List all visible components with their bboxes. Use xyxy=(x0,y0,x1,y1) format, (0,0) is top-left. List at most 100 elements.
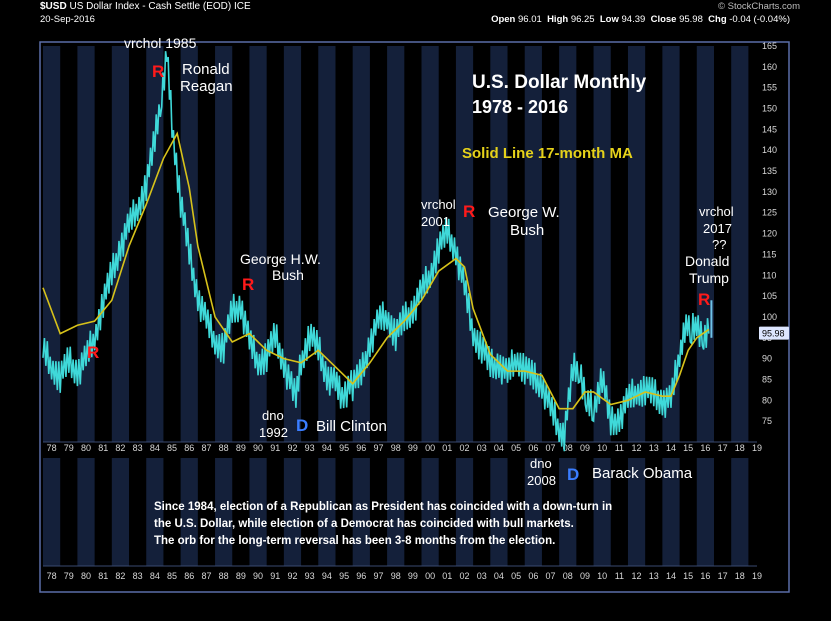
x-tick-label: 90 xyxy=(253,443,263,453)
x-tick-label: 04 xyxy=(494,443,504,453)
x-tick-label-lower: 84 xyxy=(150,571,160,581)
chart-border xyxy=(39,41,790,593)
annotation-reagan1: Ronald xyxy=(182,61,230,78)
x-tick-label-lower: 89 xyxy=(236,571,246,581)
year-band xyxy=(696,46,714,442)
x-tick-label: 11 xyxy=(615,443,624,453)
x-tick-label-lower: 14 xyxy=(666,571,676,581)
year-band xyxy=(387,46,405,442)
x-tick-label-lower: 86 xyxy=(184,571,194,581)
x-tick-label-lower: 83 xyxy=(133,571,143,581)
annotation-dno2008b: 2008 xyxy=(527,473,556,488)
y-tick-label: 140 xyxy=(762,145,777,155)
x-tick-label-lower: 81 xyxy=(98,571,108,581)
x-tick-label-lower: 00 xyxy=(425,571,435,581)
x-tick-label: 98 xyxy=(391,443,401,453)
year-band xyxy=(249,46,267,442)
x-tick-label: 09 xyxy=(580,443,590,453)
x-tick-label: 84 xyxy=(150,443,160,453)
x-tick-label-lower: 88 xyxy=(219,571,229,581)
annotation-clinton: Bill Clinton xyxy=(316,418,387,435)
x-tick-label-lower: 05 xyxy=(511,571,521,581)
x-tick-label: 08 xyxy=(563,443,573,453)
annotation-vrchol2017c: ?? xyxy=(712,237,726,252)
annotation-vrchol2017b: 2017 xyxy=(703,221,732,236)
x-tick-label-lower: 06 xyxy=(528,571,538,581)
y-tick-label: 150 xyxy=(762,104,777,114)
x-tick-label-lower: 91 xyxy=(270,571,280,581)
year-band xyxy=(559,46,577,442)
year-band xyxy=(318,46,336,442)
note-line: the U.S. Dollar, while election of a Dem… xyxy=(154,518,574,530)
year-band xyxy=(627,46,646,442)
chart-subtitle: 1978 - 2016 xyxy=(472,97,568,117)
y-tick-label: 110 xyxy=(762,270,776,280)
annotation-trump2: Trump xyxy=(689,270,729,286)
ma-legend-label: Solid Line 17-month MA xyxy=(462,145,633,162)
x-tick-label: 16 xyxy=(700,443,710,453)
close-value: 95.98 xyxy=(679,14,703,25)
annotation-trump1: Donald xyxy=(685,253,729,269)
chg-label: Chg xyxy=(708,14,727,25)
annotation-bush1b: Bush xyxy=(272,267,304,283)
x-tick-label-lower: 85 xyxy=(167,571,177,581)
x-tick-label-lower: 94 xyxy=(322,571,332,581)
x-tick-label-lower: 95 xyxy=(339,571,349,581)
year-band xyxy=(731,46,749,442)
x-tick-label: 02 xyxy=(460,443,470,453)
note-line: Since 1984, election of a Republican as … xyxy=(154,501,612,513)
x-tick-label: 10 xyxy=(597,443,607,453)
party-marker-r: R xyxy=(242,275,254,294)
x-tick-label: 18 xyxy=(735,443,745,453)
x-tick-label: 14 xyxy=(666,443,676,453)
party-marker-r: R xyxy=(87,343,99,362)
x-tick-label: 00 xyxy=(425,443,435,453)
x-tick-label: 01 xyxy=(442,443,452,453)
y-tick-label: 160 xyxy=(762,62,777,72)
y-tick-label: 75 xyxy=(762,416,772,426)
x-tick-label-lower: 19 xyxy=(752,571,762,581)
low-label: Low xyxy=(599,14,619,25)
x-tick-label-lower: 09 xyxy=(580,571,590,581)
year-band xyxy=(180,46,198,442)
ma-series-line xyxy=(42,131,710,410)
year-band xyxy=(662,46,680,442)
x-tick-label: 93 xyxy=(305,443,315,453)
x-tick-label-lower: 87 xyxy=(201,571,211,581)
annotation-reagan2: Reagan xyxy=(180,78,233,95)
year-band xyxy=(593,46,611,442)
x-tick-label-lower: 80 xyxy=(81,571,91,581)
y-tick-label: 120 xyxy=(762,229,777,239)
x-tick-label-lower: 90 xyxy=(253,571,263,581)
x-tick-label-lower: 79 xyxy=(64,571,74,581)
annotation-dno1992b: 1992 xyxy=(259,425,288,440)
annotation-bush2b: Bush xyxy=(510,222,544,239)
x-tick-label: 87 xyxy=(201,443,211,453)
x-tick-label-lower: 07 xyxy=(546,571,556,581)
x-tick-label: 17 xyxy=(718,443,728,453)
y-tick-label: 80 xyxy=(762,395,772,405)
annotation-bush1a: George H.W. xyxy=(240,251,321,267)
year-band-lower xyxy=(627,458,646,566)
party-marker-d: D xyxy=(296,416,308,435)
year-band-lower xyxy=(180,458,198,566)
price-series-line xyxy=(42,51,710,452)
y-tick-label: 115 xyxy=(762,249,776,259)
annotation-dno1992a: dno xyxy=(262,408,284,423)
last-value-badge-bg xyxy=(759,326,789,340)
year-band-lower xyxy=(77,458,95,566)
chart-title: U.S. Dollar Monthly xyxy=(472,72,647,93)
symbol-name: US Dollar Index - Cash Settle (EOD) ICE xyxy=(69,1,251,12)
year-band xyxy=(455,46,474,442)
x-tick-label: 79 xyxy=(64,443,74,453)
ohlc-readout: Open 96.01 High 96.25 Low 94.39 Close 95… xyxy=(491,14,790,25)
x-tick-label-lower: 17 xyxy=(718,571,728,581)
x-tick-label-lower: 82 xyxy=(115,571,125,581)
open-value: 96.01 xyxy=(518,14,542,25)
year-band-lower xyxy=(146,458,164,566)
x-tick-label-lower: 03 xyxy=(477,571,487,581)
y-tick-label: 105 xyxy=(762,291,777,301)
x-tick-label: 82 xyxy=(115,443,125,453)
